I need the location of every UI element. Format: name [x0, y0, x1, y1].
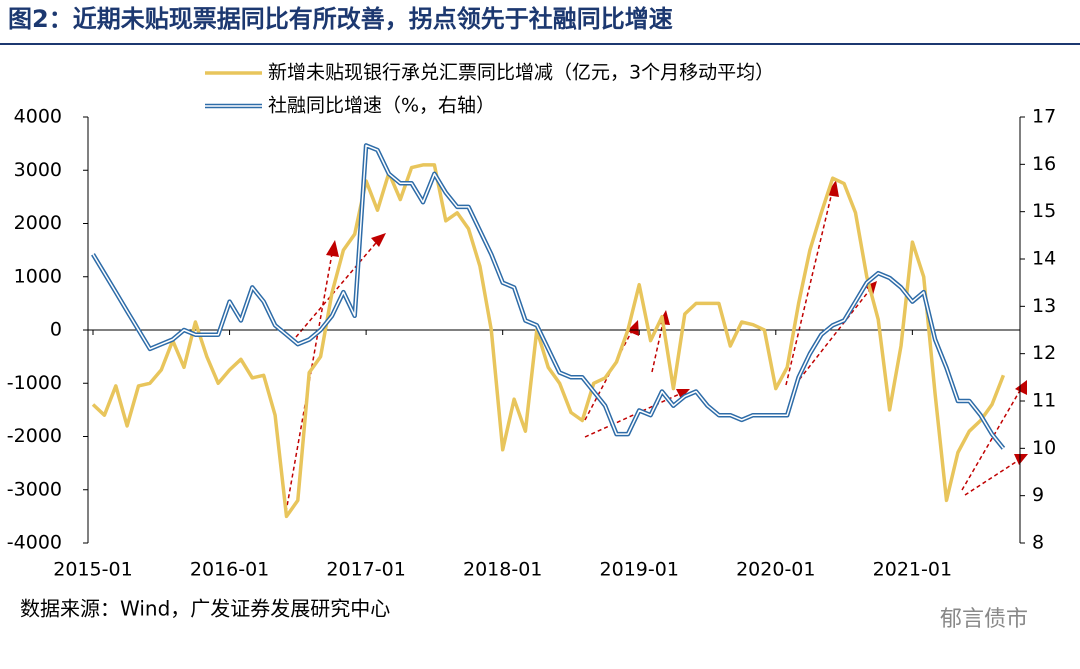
series-line [91, 143, 1006, 450]
y-tick-label: -1000 [7, 372, 62, 394]
y2-tick-label: 13 [1032, 295, 1056, 317]
trend-arrows [285, 187, 1023, 513]
x-tick-label: 2019-01 [600, 559, 679, 581]
x-tick-label: 2018-01 [463, 559, 542, 581]
chart-title: 图2：近期未贴现票据同比有所改善，拐点领先于社融同比增速 [8, 5, 673, 33]
y2-tick-label: 15 [1032, 200, 1056, 222]
y-tick-label: -4000 [7, 532, 62, 554]
x-tick-label: 2015-01 [53, 559, 132, 581]
y-tick-label: 0 [50, 319, 62, 341]
series-line-inner [92, 144, 1004, 449]
y2-tick-label: 12 [1032, 342, 1056, 364]
y2-tick-label: 11 [1032, 390, 1056, 412]
source-note: 数据来源：Wind，广发证券发展研究中心 [20, 597, 390, 621]
x-tick-label: 2020-01 [736, 559, 815, 581]
y2-tick-label: 8 [1032, 532, 1044, 554]
arrow-heads [326, 180, 1028, 465]
y2-tick-label: 16 [1032, 153, 1056, 175]
y2-tick-label: 9 [1032, 484, 1044, 506]
legend-label: 新增未贴现银行承兑汇票同比增减（亿元，3个月移动平均） [268, 62, 774, 84]
y2-tick-label: 10 [1032, 437, 1056, 459]
x-tick-label: 2021-01 [873, 559, 952, 581]
x-tick-label: 2016-01 [190, 559, 269, 581]
y-tick-label: -2000 [7, 425, 62, 447]
y-tick-label: -3000 [7, 478, 62, 500]
legend-label: 社融同比增速（%，右轴） [268, 95, 495, 117]
watermark: 郁言债市 [940, 607, 1028, 632]
y-tick-label: 1000 [14, 265, 62, 287]
y2-tick-label: 17 [1032, 106, 1056, 128]
y-tick-label: 4000 [14, 106, 62, 128]
series-line [91, 163, 1006, 519]
y-tick-label: 3000 [14, 159, 62, 181]
y-tick-label: 2000 [14, 212, 62, 234]
x-tick-label: 2017-01 [326, 559, 405, 581]
y2-tick-label: 14 [1032, 248, 1056, 270]
